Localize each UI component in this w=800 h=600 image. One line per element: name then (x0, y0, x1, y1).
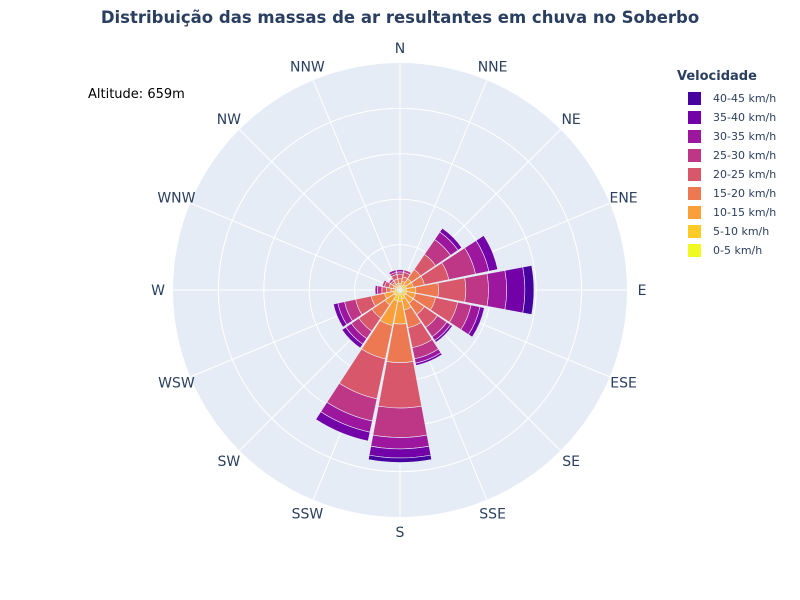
legend-item[interactable]: 10-15 km/h (677, 203, 776, 222)
bar-segment-SSW-7 (315, 411, 371, 442)
legend-label: 40-45 km/h (713, 92, 777, 105)
legend-item[interactable]: 30-35 km/h (677, 127, 776, 146)
bar-segment-NNE-5 (403, 269, 412, 276)
bar-segment-N-4 (396, 273, 404, 280)
legend-label: 20-25 km/h (713, 168, 777, 181)
bar-segment-W-4 (381, 286, 387, 294)
bar-segment-ENE-7 (475, 235, 499, 272)
legend: Velocidade 40-45 km/h 35-40 km/h 30-35 km/… (677, 69, 776, 260)
legend-swatch (688, 92, 701, 105)
direction-label-SW: SW (218, 454, 241, 470)
legend-label: 25-30 km/h (713, 149, 777, 162)
direction-label-NNW: NNW (290, 59, 325, 75)
chart-title: Distribuição das massas de ar resultante… (100, 8, 700, 27)
legend-label: 0-5 km/h (713, 244, 763, 257)
legend-label: 15-20 km/h (713, 187, 777, 200)
bar-segment-N-6 (395, 269, 405, 273)
direction-labels: N NNE NE ENE E ESE SE SSE S SSW SW WSW W WNW NW NNW (151, 41, 646, 541)
legend-swatch (688, 111, 701, 124)
legend-item[interactable]: 5-10 km/h (677, 222, 776, 241)
angular-gridline (190, 202, 401, 291)
bar-segment-WNW-5 (381, 279, 388, 288)
bar-segment-NE-7 (439, 227, 463, 251)
legend-item[interactable]: 40-45 km/h (677, 89, 776, 108)
legend-label: 30-35 km/h (713, 130, 777, 143)
legend-swatch (688, 168, 701, 181)
direction-label-N: N (395, 41, 405, 57)
direction-label-SSW: SSW (292, 507, 324, 523)
legend-swatch (688, 244, 701, 257)
wind-bars (315, 227, 535, 463)
legend-label: 5-10 km/h (713, 225, 770, 238)
direction-label-S: S (396, 525, 405, 541)
direction-label-NE: NE (561, 112, 580, 128)
bar-segment-SSE-7 (415, 352, 443, 366)
legend-swatch (688, 206, 701, 219)
direction-label-ENE: ENE (609, 190, 637, 206)
bar-segment-SE-7 (434, 324, 453, 343)
direction-label-W: W (151, 283, 165, 299)
direction-label-WSW: WSW (158, 376, 195, 392)
bar-segment-W-6 (374, 285, 379, 295)
angular-gridline (312, 80, 401, 291)
bar-segment-E-8 (522, 265, 535, 315)
bar-segment-ESE-7 (468, 306, 485, 338)
bar-segment-WSW-7 (333, 302, 348, 328)
direction-label-E: E (638, 283, 647, 299)
legend-item[interactable]: 0-5 km/h (677, 241, 776, 260)
bar-segment-W-5 (377, 285, 383, 295)
legend-item[interactable]: 20-25 km/h (677, 165, 776, 184)
legend-item[interactable]: 25-30 km/h (677, 146, 776, 165)
legend-swatch (688, 187, 701, 200)
angular-gridline (399, 80, 488, 291)
bar-segment-NNW-6 (388, 269, 397, 276)
bar-segment-S-5 (372, 405, 428, 438)
direction-label-SSE: SSE (479, 507, 506, 523)
bar-segment-NW-5 (388, 278, 395, 285)
altitude-annotation: Altitude: 659m (88, 87, 185, 102)
legend-item[interactable]: 35-40 km/h (677, 108, 776, 127)
bar-segment-S-8 (367, 454, 433, 463)
direction-label-NNE: NNE (478, 59, 508, 75)
legend-label: 10-15 km/h (713, 206, 777, 219)
direction-label-NW: NW (217, 112, 241, 128)
angular-gridline (239, 129, 401, 291)
direction-label-WNW: WNW (157, 190, 195, 206)
bar-segment-SW-7 (341, 326, 364, 349)
legend-swatch (688, 225, 701, 238)
direction-label-SE: SE (562, 454, 580, 470)
legend-item[interactable]: 15-20 km/h (677, 184, 776, 203)
direction-label-ESE: ESE (610, 376, 637, 392)
legend-title: Velocidade (677, 69, 757, 84)
bar-segment-E-7 (504, 266, 526, 314)
legend-swatch (688, 149, 701, 162)
legend-swatch (688, 130, 701, 143)
bar-segment-E-5 (464, 273, 489, 307)
legend-label: 35-40 km/h (713, 111, 777, 124)
bar-segment-E-6 (486, 270, 507, 310)
